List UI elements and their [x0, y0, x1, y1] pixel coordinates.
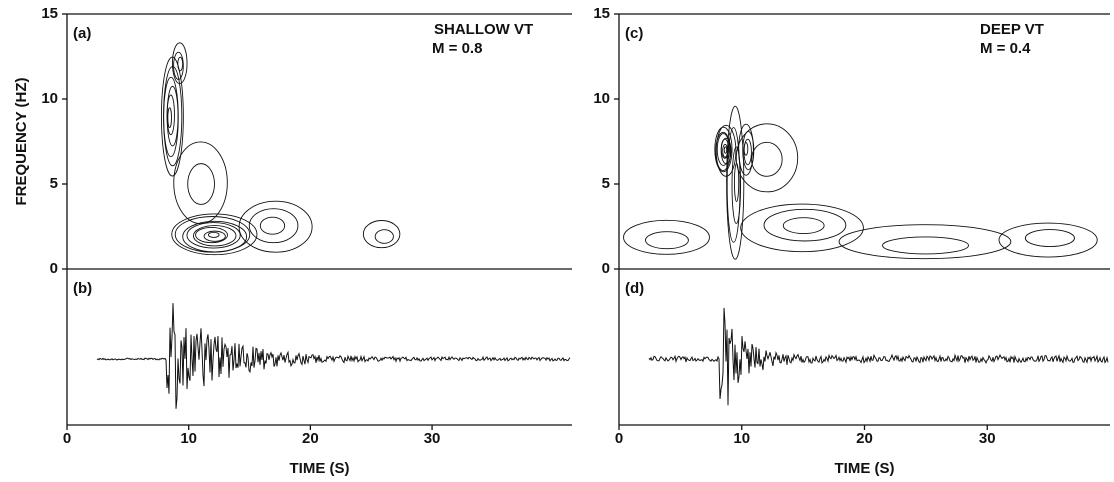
contour-line: [195, 226, 228, 244]
contour-line: [259, 216, 286, 235]
x-tick-label: 10: [180, 430, 197, 447]
contour-line: [163, 66, 183, 167]
contour-line: [723, 146, 728, 154]
contour-line: [726, 105, 745, 260]
contour-line: [166, 85, 179, 147]
contour-line: [1024, 229, 1075, 248]
contour-line: [374, 229, 394, 244]
y-tick-label: 10: [593, 90, 610, 107]
contour-line: [177, 56, 184, 72]
contour-line: [714, 126, 733, 173]
y-tick-label: 0: [602, 260, 610, 277]
contour-line: [187, 163, 215, 205]
y-tick-label: 15: [41, 5, 58, 22]
contour-line: [838, 224, 1012, 260]
contour-line: [716, 133, 730, 166]
panel-label: (b): [73, 280, 92, 297]
y-tick-label: 5: [602, 175, 610, 192]
annotation: DEEP VT: [980, 21, 1044, 38]
contour-line: [735, 123, 799, 193]
panel: (d) 0 10 20 30 TIME (S): [615, 269, 1110, 477]
contour-line: [207, 231, 220, 238]
contour-line: [731, 146, 742, 224]
contour-line: [167, 107, 172, 129]
x-tick-label: 30: [424, 430, 441, 447]
panel-label: (a): [73, 25, 91, 42]
contour-line: [623, 219, 710, 255]
x-tick-label: 0: [615, 430, 623, 447]
contour-line: [782, 217, 825, 235]
contour-line: [203, 230, 226, 242]
seismogram-trace: [96, 303, 571, 409]
contour-line: [173, 51, 184, 80]
panel: (c) 0 5 10 15 DEEP VT M = 0.4: [593, 5, 1110, 277]
contour-line: [763, 208, 847, 242]
x-tick-label: 10: [733, 430, 750, 447]
contour-line: [174, 216, 251, 253]
contour-line: [238, 200, 313, 253]
contour-line: [192, 225, 237, 247]
y-tick-label: 10: [41, 90, 58, 107]
panel-label: (d): [625, 280, 644, 297]
x-tick-label: 30: [979, 430, 996, 447]
contour-line: [362, 220, 401, 249]
contour-line: [882, 236, 969, 255]
seismogram-trace: [648, 307, 1109, 406]
contour-line: [171, 213, 258, 256]
contour-line: [751, 141, 783, 177]
panel: (a) 0 5 10 15 FREQUENCY (HZ) SHALLOW VT M = 0.8: [13, 5, 572, 277]
y-tick-label: 5: [50, 175, 58, 192]
contour-line: [160, 56, 184, 177]
contour-line: [173, 141, 228, 225]
contour-line: [726, 127, 741, 243]
contour-line: [186, 222, 241, 249]
x-tick-label: 20: [302, 430, 319, 447]
contour-line: [738, 123, 754, 176]
annotation: M = 0.8: [432, 40, 482, 57]
contour-line: [645, 231, 689, 250]
contour-line: [743, 138, 752, 166]
panel-label: (c): [625, 25, 643, 42]
contour-line: [715, 131, 731, 171]
x-tick-label: 20: [856, 430, 873, 447]
annotation: SHALLOW VT: [434, 21, 533, 38]
annotation: M = 0.4: [980, 40, 1031, 57]
y-tick-label: 0: [50, 260, 58, 277]
contour-line: [248, 208, 299, 244]
x-axis-label: TIME (S): [835, 460, 895, 477]
contour-line: [171, 42, 188, 85]
x-tick-label: 0: [63, 430, 71, 447]
panel: (b) 0 10 20 30 TIME (S): [63, 269, 572, 477]
contour-line: [715, 124, 737, 177]
contour-line: [998, 222, 1098, 258]
x-axis-label: TIME (S): [290, 460, 350, 477]
y-axis-label: FREQUENCY (HZ): [13, 77, 30, 205]
y-tick-label: 15: [593, 5, 610, 22]
contour-line: [740, 203, 864, 253]
